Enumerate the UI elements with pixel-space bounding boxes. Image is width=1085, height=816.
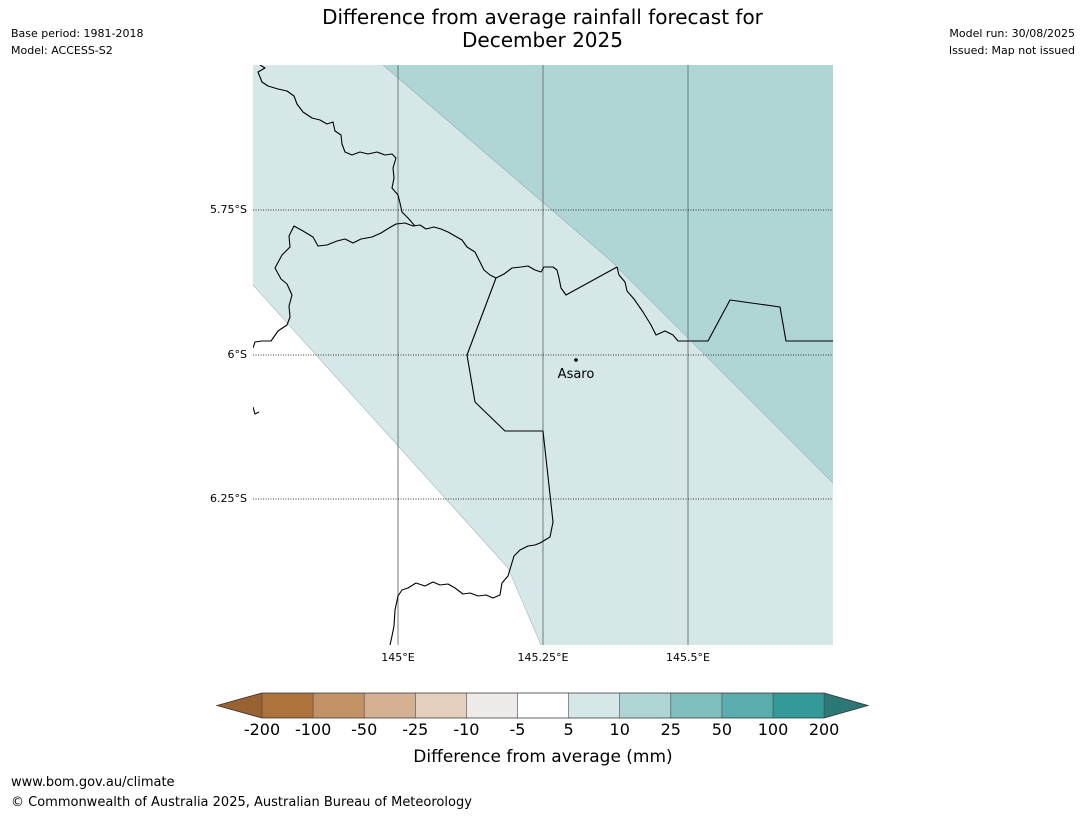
legend-tick-label: -5 (510, 720, 526, 739)
lat-label-5-75: 5.75°S (210, 203, 247, 216)
footer-url: www.bom.gov.au/climate (11, 775, 175, 790)
footer-copyright: © Commonwealth of Australia 2025, Austra… (11, 795, 472, 810)
run-info: Model run: 30/08/2025 Issued: Map not is… (949, 25, 1075, 59)
legend-tick-label: 100 (758, 720, 789, 739)
legend-tick-label: 10 (610, 720, 630, 739)
legend-swatch (262, 693, 314, 718)
lon-label-145-25: 145.25°E (518, 651, 569, 664)
legend-tick-label: -50 (351, 720, 377, 739)
legend-swatch (568, 693, 620, 718)
legend-swatch (313, 693, 365, 718)
province-borders (253, 65, 833, 645)
lat-label-6-25: 6.25°S (210, 492, 247, 505)
legend-swatch (517, 693, 569, 718)
legend-swatch (619, 693, 671, 718)
map-title-line2: December 2025 (462, 28, 623, 52)
legend-swatch (466, 693, 518, 718)
legend-swatch (415, 693, 467, 718)
legend-tick-label: -25 (402, 720, 428, 739)
map-area (253, 65, 833, 645)
map-title-line1: Difference from average rainfall forecas… (322, 5, 763, 29)
legend-tick-label: -100 (295, 720, 331, 739)
map-title: Difference from average rainfall forecas… (0, 6, 1085, 52)
lon-label-145: 145°E (381, 651, 414, 664)
model-text: Model: ACCESS-S2 (11, 44, 113, 57)
legend-extend-high (824, 693, 868, 718)
legend-tick-label: 25 (661, 720, 681, 739)
legend-swatch (670, 693, 722, 718)
issued-text: Issued: Map not issued (948, 44, 1075, 57)
asaro-marker (574, 358, 578, 362)
parallel-lines (253, 209, 833, 500)
rainfall-region-10-to-25 (383, 65, 833, 483)
legend-tick-label: 200 (809, 720, 840, 739)
model-run-text: Model run: 30/08/2025 (949, 27, 1075, 40)
lat-label-6: 6°S (228, 348, 247, 361)
legend-tick-label: -200 (244, 720, 280, 739)
base-period-text: Base period: 1981-2018 (11, 27, 144, 40)
legend-swatch (721, 693, 773, 718)
asaro-label: Asaro (558, 367, 595, 382)
legend-tick-label: 50 (712, 720, 732, 739)
legend-swatch (364, 693, 416, 718)
legend-tick-label: -10 (453, 720, 479, 739)
legend-title: Difference from average (mm) (413, 747, 672, 767)
legend-tick-label: 5 (564, 720, 574, 739)
lon-label-145-5: 145.5°E (666, 651, 710, 664)
legend-extend-low (217, 693, 262, 718)
model-info: Base period: 1981-2018 Model: ACCESS-S2 (11, 25, 143, 59)
legend-swatch (773, 693, 825, 718)
legend-colorbar: -200 -100 -50 -25 -10 -5 5 10 25 50 100 200 (215, 692, 870, 739)
